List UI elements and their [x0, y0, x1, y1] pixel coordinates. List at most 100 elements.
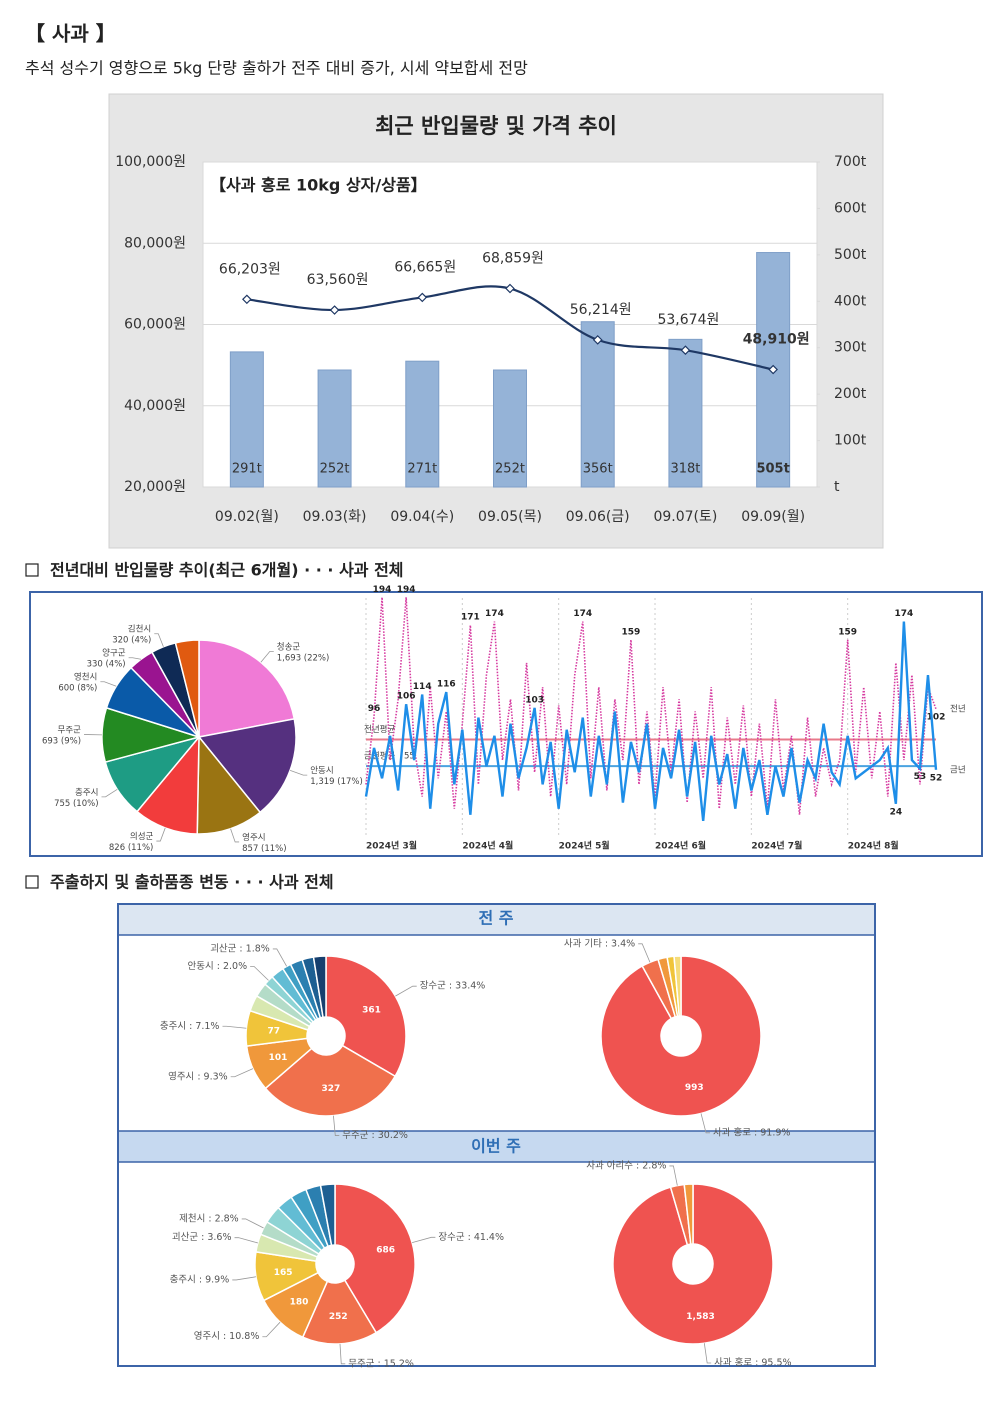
leader-line: [230, 828, 240, 843]
slice-label: 의성군 826 (11%): [109, 831, 154, 853]
point-label: 52: [930, 773, 943, 783]
bar-label: 356t: [583, 462, 613, 477]
leader-line: [156, 827, 166, 842]
line-label: 56,214원: [570, 302, 632, 318]
point-label: 194: [373, 585, 392, 595]
leader-line: [232, 1276, 257, 1281]
slice-label: 사과 기타 : 3.4%: [564, 938, 635, 949]
slice-value: 826 (11%): [109, 843, 153, 853]
pie-slice: [264, 1044, 397, 1117]
slice-value: 1,693 (22%): [277, 653, 330, 663]
leader-line: [100, 681, 117, 687]
slice-value: 330 (4%): [87, 659, 126, 669]
y2-tick-label: t: [834, 479, 840, 495]
x-tick-label: 2024년 6월: [655, 840, 706, 852]
point-label: 106: [397, 692, 416, 702]
y2-tick-label: 300t: [834, 340, 867, 356]
x-tick-label: 09.05(목): [478, 509, 542, 525]
leader-line: [234, 1237, 258, 1244]
pie-slice: [312, 955, 327, 1019]
leader-line: [241, 1218, 264, 1229]
bar: [405, 360, 440, 488]
slice-name: 김천시: [128, 623, 151, 634]
slice-label: 영주시 857 (11%): [242, 831, 286, 853]
x-tick-label: 09.04(수): [390, 509, 454, 525]
series-line: [364, 621, 938, 821]
page-title: 【 사과 】: [25, 22, 116, 46]
line-label: 63,560원: [307, 272, 369, 288]
y-tick-label: 80,000원: [124, 235, 186, 251]
slice-value: 600 (8%): [58, 683, 97, 693]
leader-line: [411, 1236, 436, 1244]
leader-line: [154, 633, 164, 647]
point-label: 116: [437, 680, 456, 690]
panel-header: [119, 1131, 874, 1162]
pie-slice: [673, 955, 682, 1017]
bar-label: 291t: [232, 462, 262, 477]
bar: [580, 321, 615, 488]
bar: [229, 351, 264, 488]
slice-label: 충주시 : 9.9%: [170, 1274, 230, 1285]
slice-label: 안동시 1,319 (17%): [310, 765, 363, 787]
slice-name: 양구군: [102, 647, 126, 658]
pie-slice: [600, 955, 762, 1117]
slice-label: 충주시 : 7.1%: [160, 1021, 220, 1032]
slice-value: 693 (9%): [42, 736, 81, 746]
pie-slice: [196, 734, 262, 835]
bar-label: 252t: [320, 462, 350, 477]
point-label: 174: [573, 609, 592, 619]
leader-line: [272, 948, 287, 967]
line-marker: [680, 345, 691, 356]
point-label: 174: [485, 609, 504, 619]
x-tick-label: 09.06(금): [566, 509, 630, 525]
bar: [317, 369, 352, 488]
section-box: [25, 875, 39, 889]
leader-line: [638, 943, 651, 963]
y2-tick-label: 100t: [834, 433, 867, 449]
point-label: 53: [914, 772, 927, 782]
y2-tick-label: 700t: [834, 154, 867, 170]
legend-label: 금년: [950, 764, 966, 775]
slice-label: 장수군 : 41.4%: [438, 1232, 504, 1243]
line-marker: [505, 283, 515, 294]
pie-slice: [325, 955, 407, 1078]
slice-label: 청송군 1,693 (22%): [277, 642, 330, 663]
average-label: 전년평균: [364, 724, 395, 735]
leader-line: [222, 1025, 247, 1029]
chart-title: 최근 반입물량 및 가격 추이: [375, 114, 617, 138]
average-label: 금년평균: [364, 751, 395, 762]
pie-slice: [197, 717, 297, 814]
point-label: 114: [413, 682, 432, 692]
x-tick-label: 2024년 5월: [559, 840, 610, 852]
point-label: 159: [838, 627, 857, 637]
donut-chart: 361 327 101 77 장수군 : 33.4% 무주군 : 30.2% 괴산군 : 1…: [160, 943, 485, 1141]
y-tick-label: 60,000원: [124, 317, 186, 333]
panel-title: 전 주: [478, 909, 513, 928]
line-label: 66,203원: [219, 261, 281, 277]
x-tick-label: 09.07(토): [653, 509, 717, 525]
slice-label: 김천시 320 (4%): [112, 623, 151, 645]
slice-name: 무주군: [58, 725, 82, 735]
point-label: 102: [927, 713, 946, 723]
leader-line: [260, 651, 274, 663]
donut-chart: 686 252 180 165 장수군 : 41.4% 무주군 : 15.2% 제천시 : …: [170, 1183, 504, 1369]
leader-line: [333, 1115, 340, 1136]
slice-name: 의성군: [130, 831, 154, 842]
slice-value: 361: [362, 1005, 381, 1015]
bar-label: 252t: [495, 462, 525, 477]
point-label: 96: [368, 704, 381, 714]
slice-label: 영주시 : 10.8%: [194, 1331, 260, 1342]
slice-label: 장수군 : 33.4%: [420, 981, 486, 992]
slice-name: 영천시: [74, 671, 97, 682]
point-label: 194: [397, 585, 416, 595]
line-label: 48,910원: [743, 332, 810, 348]
slice-label: 충주시 755 (10%): [54, 787, 98, 808]
slice-label: 무주군 693 (9%): [42, 725, 81, 746]
average-value: 55: [404, 752, 415, 762]
leader-line: [703, 1343, 712, 1364]
x-tick-label: 2024년 7월: [751, 840, 802, 852]
point-label: 174: [894, 609, 913, 619]
point-label: 159: [622, 627, 641, 637]
x-tick-label: 2024년 8월: [848, 840, 899, 852]
